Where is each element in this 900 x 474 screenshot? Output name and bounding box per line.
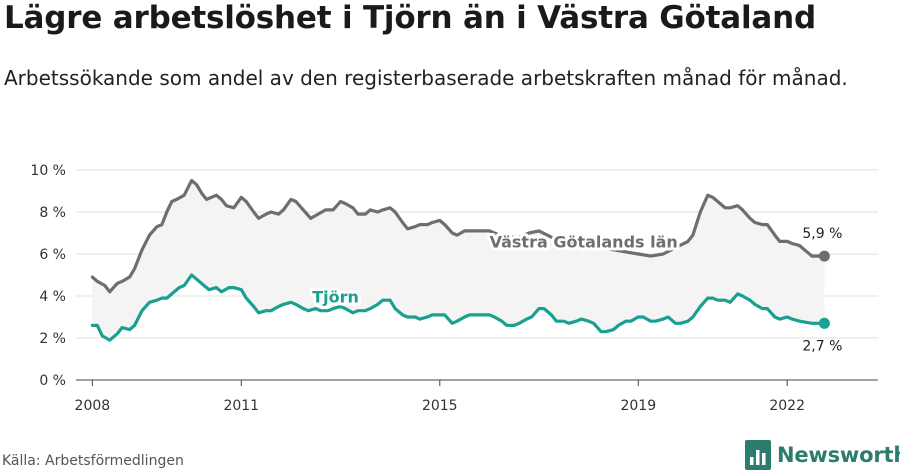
end-label-tjorn: 2,7 % bbox=[802, 338, 842, 354]
end-point-tjorn bbox=[818, 317, 830, 329]
y-tick-label: 4 % bbox=[39, 289, 66, 305]
x-tick-label: 2015 bbox=[422, 398, 458, 414]
series-line-vastra-gotaland bbox=[90, 178, 826, 294]
chart-title: Lägre arbetslöshet i Tjörn än i Västra G… bbox=[4, 0, 816, 36]
axes: 0 % 2 % 4 % 6 % 8 % 10 % 2008 2011 2015 2019 2022 bbox=[30, 163, 878, 414]
y-tick-label: 6 % bbox=[39, 247, 66, 263]
chart-subtitle: Arbetssökande som andel av den registerb… bbox=[4, 66, 848, 90]
y-tick-label: 2 % bbox=[39, 331, 66, 347]
series-name-vastra-gotaland-halo: Västra Götalands län bbox=[490, 233, 678, 252]
x-tick-label: 2008 bbox=[75, 398, 111, 414]
y-tick-label: 8 % bbox=[39, 205, 66, 221]
series-name-vastra-gotaland: Västra Götalands län bbox=[490, 233, 678, 252]
series-name-tjorn-halo: Tjörn bbox=[312, 287, 359, 306]
brand-name: Newsworthy bbox=[777, 443, 900, 467]
series-lines bbox=[90, 178, 830, 342]
newsworthy-logo-icon bbox=[745, 440, 771, 470]
series-name-tjorn: Tjörn bbox=[312, 287, 359, 306]
source-note: Källa: Arbetsförmedlingen bbox=[2, 453, 184, 469]
end-label-vastra-gotaland: 5,9 % bbox=[802, 226, 842, 242]
y-tick-label: 10 % bbox=[30, 163, 66, 179]
x-tick-label: 2022 bbox=[769, 398, 805, 414]
line-chart: 0 %2 %4 %6 %8 %10 %2008 2011 2015 2019 2022 … bbox=[30, 163, 878, 414]
y-tick-label: 0 % bbox=[39, 373, 66, 389]
x-tick-label: 2011 bbox=[223, 398, 259, 414]
range-band bbox=[92, 180, 825, 341]
newsworthy-logo[interactable]: Newsworthy bbox=[745, 440, 900, 470]
end-point-vastra-gotaland bbox=[818, 250, 830, 262]
series-line-tjorn bbox=[90, 273, 826, 342]
x-tick-label: 2019 bbox=[620, 398, 656, 414]
